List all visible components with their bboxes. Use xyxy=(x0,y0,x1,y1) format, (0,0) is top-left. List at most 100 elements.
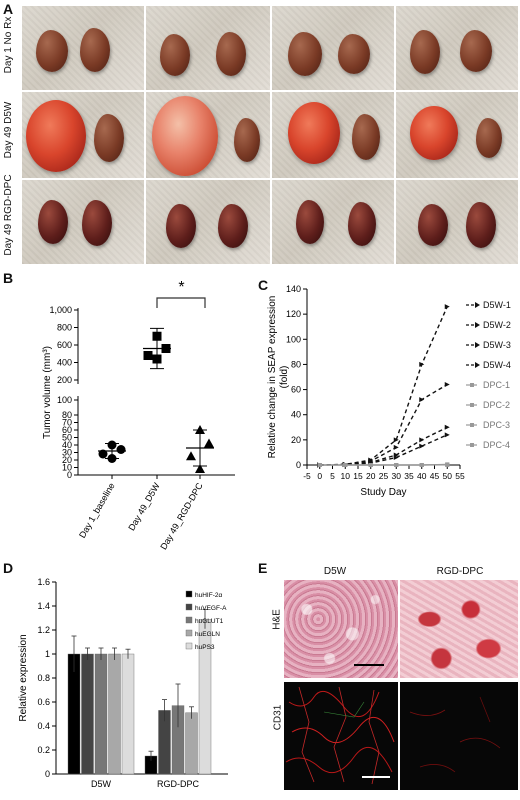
kidney xyxy=(218,204,248,248)
y-tick-label: 60 xyxy=(291,385,301,395)
col-label-rgd-dpc: RGD-DPC xyxy=(436,566,484,577)
data-point xyxy=(445,462,450,467)
y-tick-label: 400 xyxy=(57,358,72,368)
legend-swatch xyxy=(185,629,193,637)
series-line-d5w-1 xyxy=(319,306,448,466)
cd31-rgd-dpc-vessels xyxy=(409,696,501,773)
data-point xyxy=(195,425,205,434)
y-tick-label: 0.8 xyxy=(37,673,50,683)
kidney xyxy=(160,34,190,76)
photo-row1-col1 xyxy=(22,6,144,90)
tumor xyxy=(410,106,458,160)
legend-marker xyxy=(470,383,474,387)
y-tick-label: 1.4 xyxy=(37,601,50,611)
significance-bracket xyxy=(156,297,206,308)
kidney xyxy=(418,204,448,246)
y-tick-label: 60 xyxy=(62,425,72,435)
photo-row2-col3 xyxy=(272,92,394,178)
bar-rgd-dpc-4 xyxy=(198,619,212,775)
y-tick-label: 1.6 xyxy=(37,577,50,587)
data-point xyxy=(393,454,399,460)
x-tick-label: 45 xyxy=(430,471,440,481)
relative-expression-chart: 0 0.2 0.4 0.6 0.8 1 1.2 1.4 1.6 Relative expressi… xyxy=(18,577,228,789)
y-tick-label: 0 xyxy=(67,470,72,480)
tumor xyxy=(152,96,218,176)
bar-d5w-1 xyxy=(81,653,94,775)
data-point xyxy=(152,354,162,364)
kidney xyxy=(352,114,380,160)
legend-swatch xyxy=(185,590,193,598)
kidney xyxy=(338,34,370,74)
x-axis-label: Study Day xyxy=(360,487,406,498)
kidney xyxy=(94,114,124,162)
x-tick-label: 25 xyxy=(379,471,389,481)
y-tick-label: 140 xyxy=(286,284,301,294)
kidney xyxy=(38,200,68,244)
y-tick-label: 800 xyxy=(57,323,72,333)
y-axis-label: Relative expression xyxy=(18,634,29,721)
photo-row2-col4 xyxy=(396,92,518,178)
row-label-day49-d5w: Day 49 D5W xyxy=(3,101,14,159)
cd31-d5w-image xyxy=(284,682,398,790)
data-point xyxy=(195,464,205,473)
legend-label: huPS3 xyxy=(195,644,215,651)
photo-row1-col4 xyxy=(396,6,518,90)
x-tick-label: 35 xyxy=(404,471,414,481)
cd31-rgd-dpc-image xyxy=(400,682,518,790)
data-point xyxy=(107,454,117,463)
kidney xyxy=(410,30,440,74)
legend-marker xyxy=(475,302,480,308)
x-tick-label: 55 xyxy=(455,471,465,481)
y-axis-label: Tumor volume (mm³) xyxy=(42,346,53,439)
kidney xyxy=(216,32,246,76)
tumor xyxy=(26,100,86,172)
photo-row1-col2 xyxy=(146,6,270,90)
y-tick-label: 1,000 xyxy=(49,305,72,315)
photo-row1-col3 xyxy=(272,6,394,90)
y-tick-label: 0.4 xyxy=(37,721,50,731)
data-point xyxy=(444,382,450,388)
kidney xyxy=(288,32,322,76)
scale-bar xyxy=(362,776,390,778)
legend-label: D5W-1 xyxy=(483,300,511,310)
data-point xyxy=(419,397,425,403)
kidney xyxy=(460,30,492,72)
data-point xyxy=(161,344,171,353)
legend-marker xyxy=(470,423,474,427)
legend-label: huEGLN xyxy=(195,631,220,638)
y-tick-label: 1 xyxy=(45,649,50,659)
data-point xyxy=(393,444,399,450)
y-tick-label: 600 xyxy=(57,340,72,350)
y-tick-label: 0.6 xyxy=(37,697,50,707)
legend-marker xyxy=(475,342,480,348)
legend-swatch xyxy=(185,603,193,611)
series-line-d5w-4 xyxy=(319,434,448,466)
scale-bar xyxy=(354,664,384,666)
y-tick-label: 100 xyxy=(286,334,301,344)
y-tick-label: 50 xyxy=(62,433,72,443)
data-point xyxy=(204,438,214,448)
data-point xyxy=(368,463,373,467)
legend-label: D5W-2 xyxy=(483,320,511,330)
data-point xyxy=(186,451,196,461)
y-tick-label: 1.2 xyxy=(37,625,50,635)
significance-star: * xyxy=(178,279,184,296)
data-point xyxy=(107,440,117,450)
panel-e-letter: E xyxy=(258,560,268,576)
y-tick-label: 0 xyxy=(45,769,50,779)
y-tick-label: 20 xyxy=(62,455,72,465)
y-tick-label: 20 xyxy=(291,435,301,445)
y-tick-label: 0 xyxy=(296,460,301,470)
kidney xyxy=(166,204,196,248)
kidney xyxy=(80,28,110,72)
kidney xyxy=(348,202,376,246)
photo-row3-col1 xyxy=(22,180,144,264)
series-line-d5w-3 xyxy=(319,426,448,466)
bar-d5w-4 xyxy=(121,653,135,775)
legend-marker xyxy=(475,362,480,368)
data-point xyxy=(444,424,450,430)
row-label-day49-rgd: Day 49 RGD-DPC xyxy=(3,174,14,256)
bar-rgd-dpc-3 xyxy=(185,712,198,775)
tumor xyxy=(288,102,340,164)
